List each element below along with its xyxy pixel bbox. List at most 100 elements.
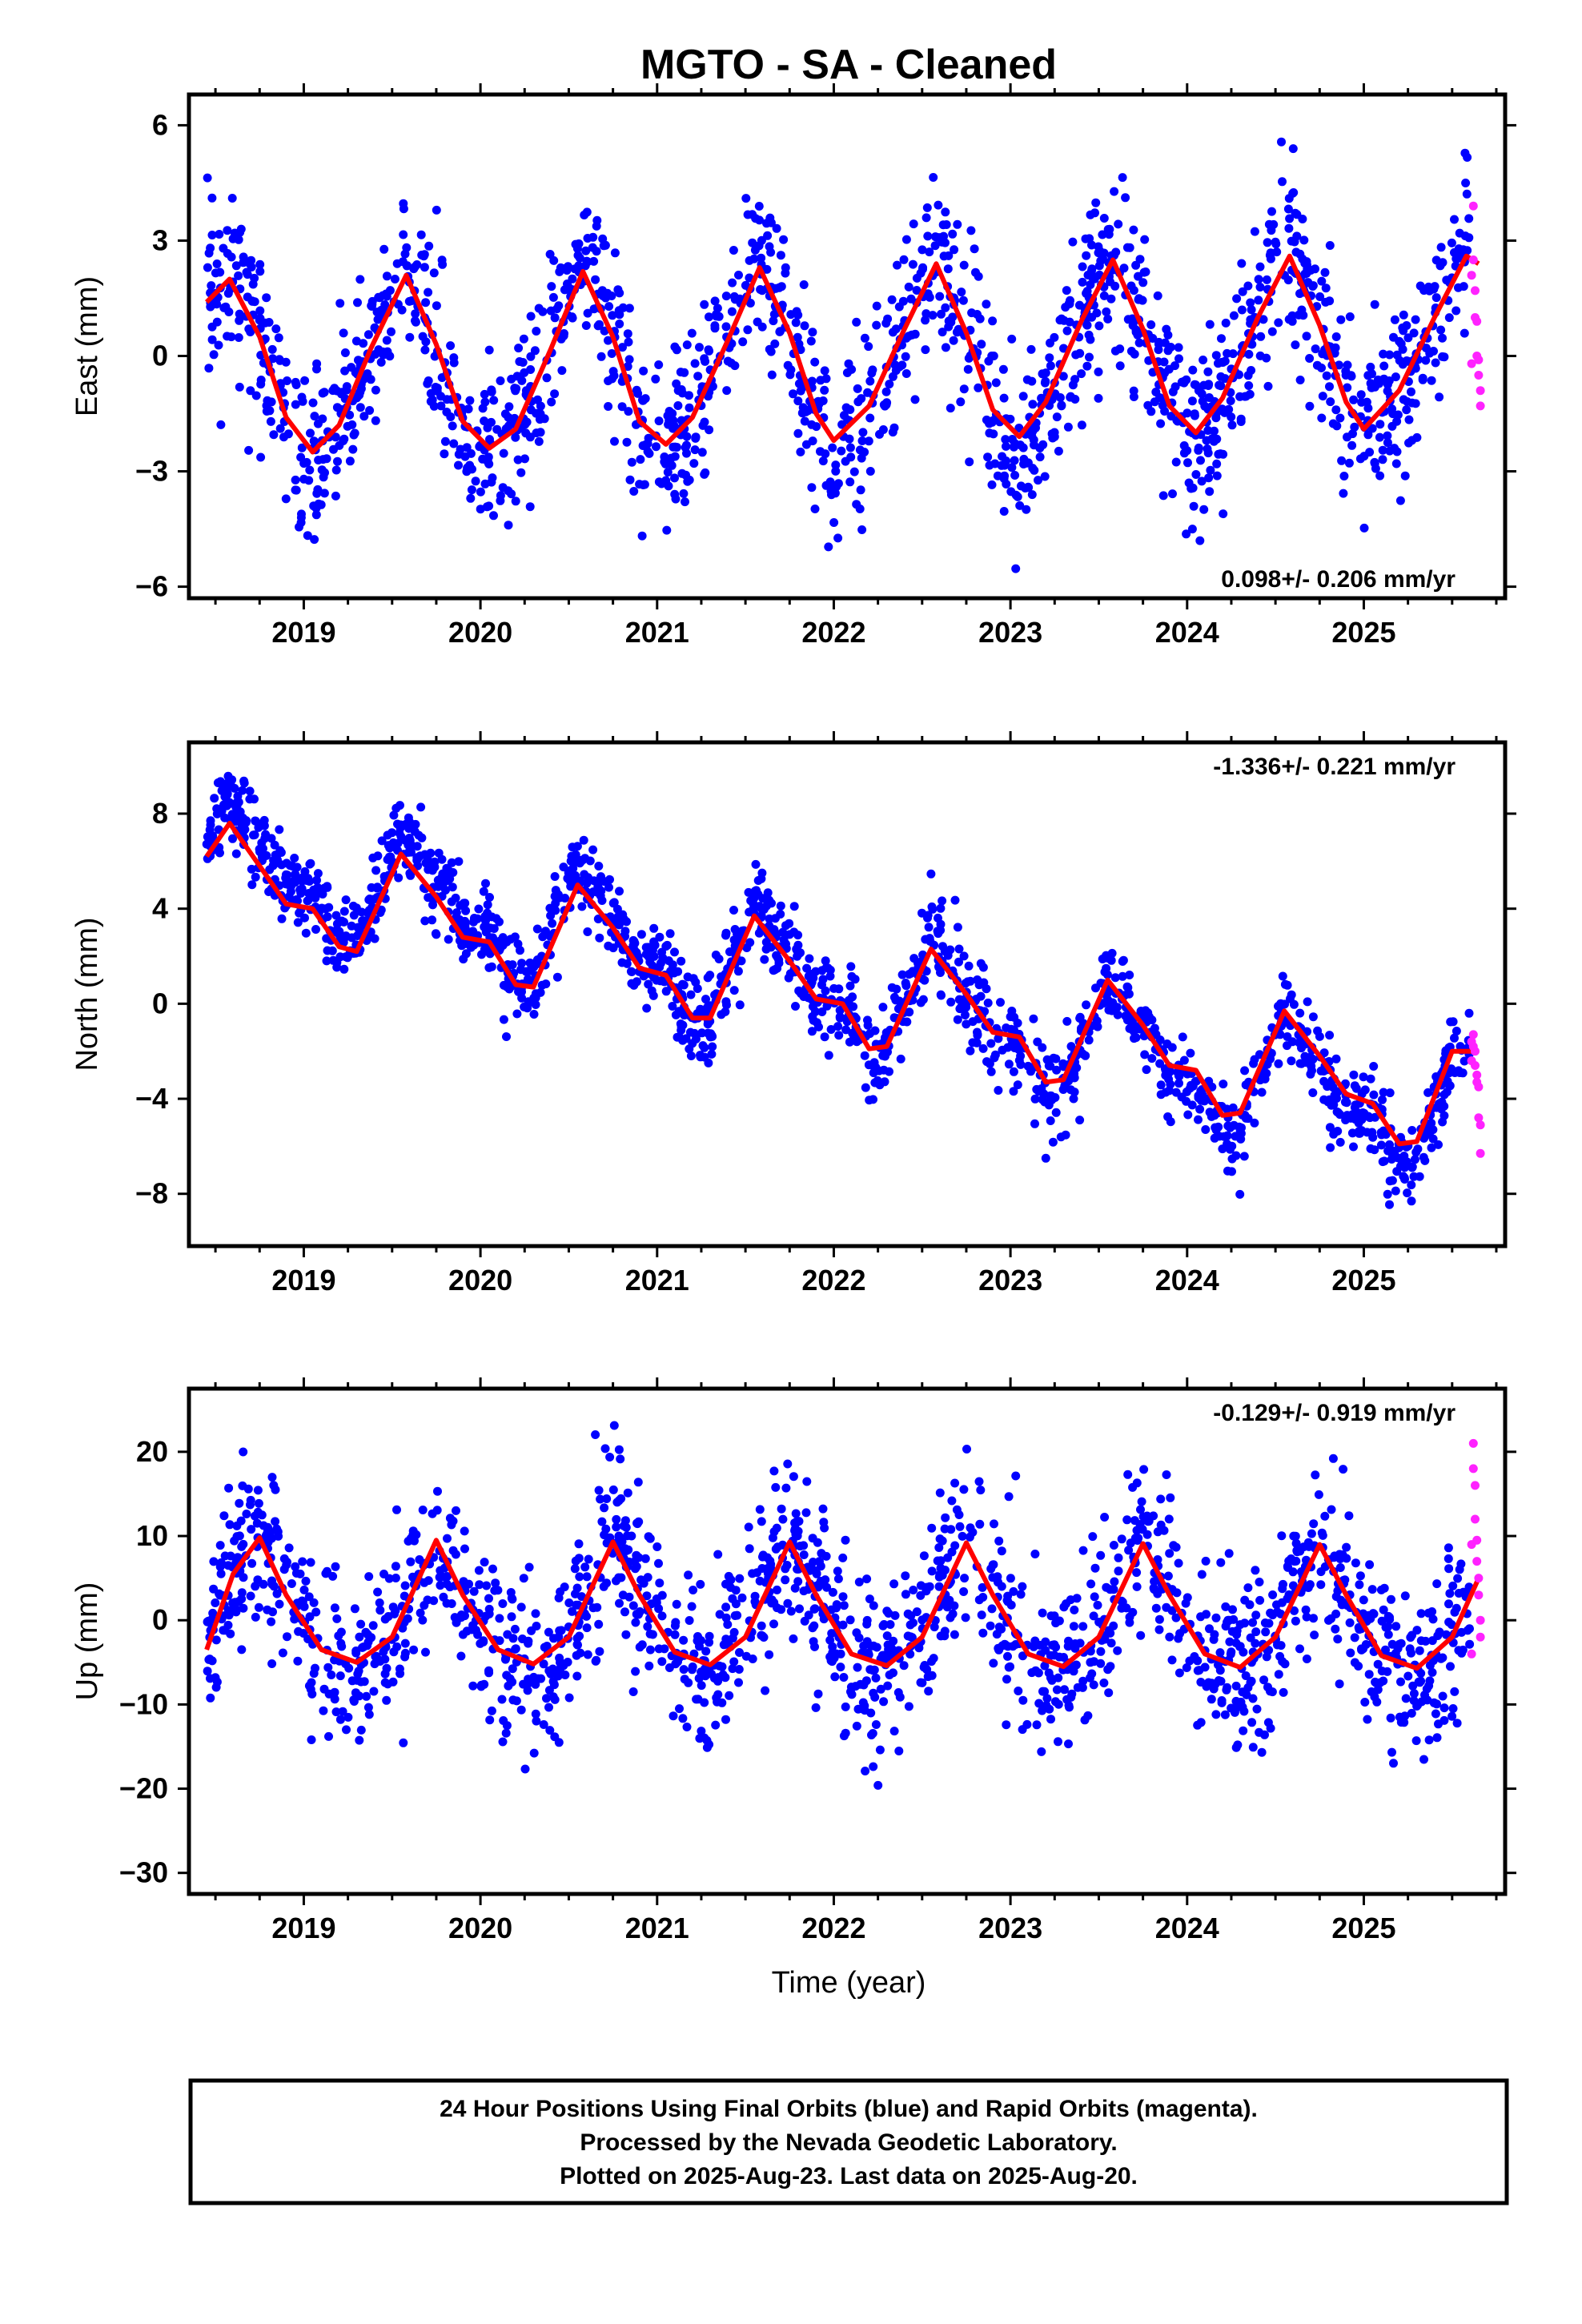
final-orbit-point (1058, 372, 1068, 381)
final-orbit-point (1154, 340, 1163, 349)
final-orbit-point (927, 1566, 937, 1576)
final-orbit-point (411, 317, 420, 327)
final-orbit-point (624, 407, 633, 416)
final-orbit-point (1308, 1088, 1318, 1097)
final-orbit-point (333, 456, 342, 466)
final-orbit-point (614, 1445, 624, 1454)
final-orbit-point (1140, 1050, 1150, 1059)
x-tick-label: 2022 (801, 1264, 865, 1297)
final-orbit-point (964, 353, 974, 363)
final-orbit-point (778, 1514, 788, 1524)
final-orbit-point (997, 1582, 1006, 1591)
final-orbit-point (448, 421, 457, 431)
final-orbit-point (735, 1648, 744, 1657)
final-orbit-point (1309, 1614, 1318, 1623)
final-orbit-point (1443, 1554, 1453, 1563)
final-orbit-point (1445, 1589, 1455, 1598)
final-orbit-point (493, 1586, 503, 1595)
final-orbit-point (1226, 396, 1235, 405)
final-orbit-point (1383, 1189, 1392, 1199)
final-orbit-point (532, 958, 541, 967)
final-orbit-point (1360, 1698, 1370, 1707)
final-orbit-point (462, 467, 472, 476)
final-orbit-point (1283, 204, 1293, 214)
final-orbit-point (1033, 1037, 1042, 1047)
final-orbit-point (1386, 1713, 1395, 1723)
final-orbit-point (1439, 1090, 1449, 1100)
final-orbit-point (267, 834, 276, 843)
final-orbit-point (921, 345, 930, 355)
final-orbit-point (783, 1459, 793, 1469)
final-orbit-point (1028, 426, 1038, 436)
final-orbit-point (1391, 459, 1401, 468)
final-orbit-point (615, 1598, 624, 1608)
final-orbit-point (937, 309, 946, 319)
final-orbit-point (707, 1669, 716, 1679)
final-orbit-point (364, 1572, 374, 1582)
final-orbit-point (1226, 1123, 1235, 1132)
final-orbit-point (967, 308, 977, 318)
final-orbit-point (692, 1034, 701, 1043)
final-orbit-point (1445, 1081, 1455, 1091)
final-orbit-point (1159, 1526, 1169, 1535)
final-orbit-point (1070, 395, 1080, 404)
final-orbit-point (1193, 1666, 1203, 1675)
final-orbit-point (1391, 372, 1400, 382)
final-orbit-point (933, 1556, 942, 1566)
final-orbit-point (1302, 1612, 1311, 1622)
final-orbit-point (756, 285, 765, 294)
final-orbit-point (944, 322, 954, 332)
final-orbit-point (251, 391, 261, 400)
final-orbit-point (600, 1444, 610, 1454)
final-orbit-point (491, 1578, 500, 1588)
final-orbit-point (1350, 1633, 1359, 1642)
final-orbit-point (781, 1575, 790, 1585)
final-orbit-point (687, 328, 697, 338)
final-orbit-point (593, 321, 603, 331)
final-orbit-point (293, 896, 302, 906)
final-orbit-point (966, 226, 976, 235)
final-orbit-point (277, 914, 287, 923)
final-orbit-point (1283, 275, 1293, 285)
final-orbit-point (1046, 361, 1055, 371)
final-orbit-point (1222, 1104, 1231, 1114)
final-orbit-point (526, 365, 536, 374)
final-orbit-point (482, 502, 492, 512)
final-orbit-point (1307, 1066, 1316, 1076)
final-orbit-point (871, 1720, 881, 1729)
final-orbit-point (356, 1619, 366, 1629)
final-orbit-point (245, 786, 255, 796)
final-orbit-point (1301, 1058, 1311, 1068)
final-orbit-point (878, 1003, 888, 1012)
final-orbit-point (1223, 1139, 1232, 1148)
final-orbit-point (1379, 1605, 1388, 1614)
final-orbit-point (421, 858, 431, 868)
final-orbit-point (901, 369, 911, 378)
final-orbit-point (861, 1767, 870, 1775)
final-orbit-point (994, 1086, 1003, 1095)
final-orbit-point (809, 1621, 819, 1630)
final-orbit-point (1427, 1667, 1437, 1677)
final-orbit-point (1367, 1128, 1377, 1137)
final-orbit-point (705, 1631, 714, 1641)
final-orbit-point (228, 834, 237, 843)
final-orbit-point (520, 1764, 530, 1774)
final-orbit-point (313, 869, 323, 879)
final-orbit-point (496, 937, 506, 947)
final-orbit-point (215, 230, 224, 239)
final-orbit-point (1395, 496, 1405, 505)
final-orbit-point (855, 505, 865, 513)
final-orbit-point (1268, 1610, 1278, 1620)
final-orbit-point (1174, 1634, 1183, 1643)
final-orbit-point (321, 904, 331, 914)
final-orbit-point (1204, 380, 1214, 389)
final-orbit-point (836, 1649, 845, 1659)
final-orbit-point (1102, 970, 1112, 979)
final-orbit-point (324, 1689, 334, 1699)
final-orbit-point (1331, 332, 1341, 341)
final-orbit-point (715, 1610, 725, 1619)
final-orbit-point (1064, 299, 1074, 308)
final-orbit-point (247, 1525, 256, 1534)
final-orbit-point (525, 432, 535, 442)
final-orbit-point (313, 419, 323, 428)
